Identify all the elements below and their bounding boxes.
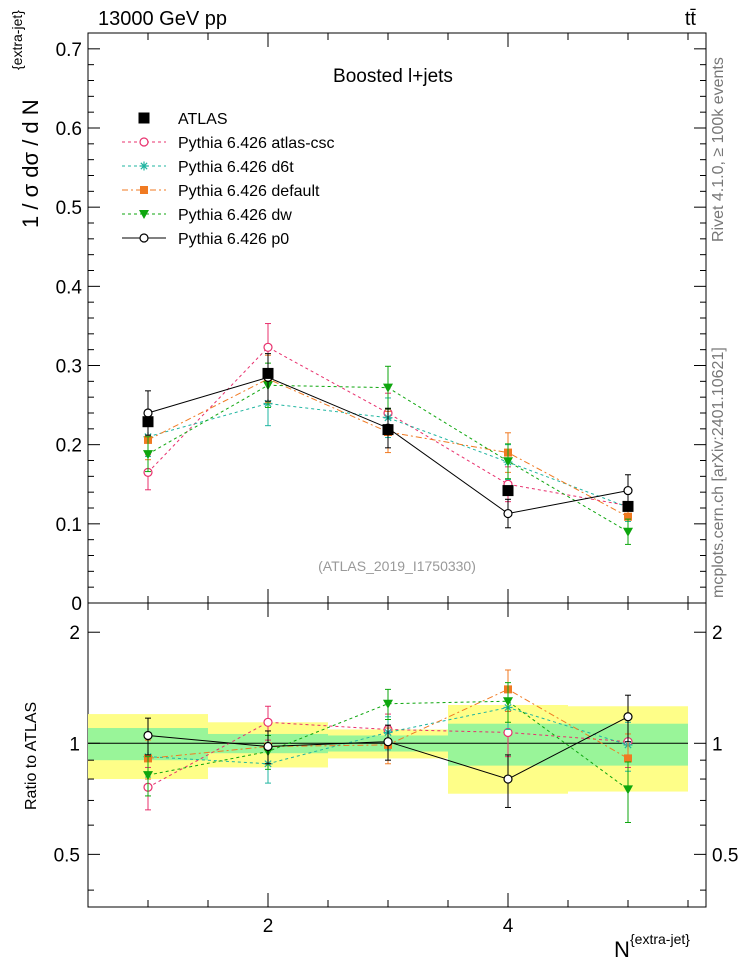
y-tick-label: 0.2: [56, 436, 82, 457]
ratio-line: [147, 700, 629, 790]
data-point: [143, 408, 153, 418]
x-tick-label: 2: [263, 916, 274, 937]
chart-watermark: (ATLAS_2019_I1750330): [318, 558, 476, 574]
series-atlas: [142, 367, 634, 512]
legend-entry-pythia-6-426-d6t: Pythia 6.426 d6t: [122, 159, 294, 176]
series-pythia-6-426-dw: [143, 362, 633, 545]
x-tick-label: 4: [503, 916, 514, 937]
header-energy: 13000 GeV pp: [98, 8, 227, 30]
ratio-point: [143, 771, 153, 781]
data-point: [503, 508, 513, 519]
y-tick-label: 0.5: [56, 198, 82, 219]
ratio-y-tick-label: 1: [69, 734, 80, 755]
ratio-point: [263, 741, 273, 752]
ratio-y-tick-label-right: 1: [712, 734, 723, 755]
series-line: [147, 378, 629, 518]
legend-label: Pythia 6.426 default: [178, 183, 320, 200]
data-point: [503, 457, 513, 467]
y-tick-label: 0.4: [56, 277, 83, 298]
y-axis-label: 1 / σ dσ / d N: [18, 99, 43, 228]
legend-entry-pythia-6-426-p0: Pythia 6.426 p0: [122, 231, 289, 248]
rivet-label: Rivet 4.1.0, ≥ 100k events: [710, 57, 727, 242]
data-point: [263, 342, 273, 352]
mcplots-label: mcplots.cern.ch [arXiv:2401.10621]: [710, 347, 727, 598]
ratio-point: [383, 737, 393, 747]
legend-label: ATLAS: [178, 111, 228, 128]
legend-label: Pythia 6.426 p0: [178, 231, 289, 248]
ratio-y-axis-label: Ratio to ATLAS: [23, 702, 40, 810]
data-point: [382, 424, 394, 436]
data-point: [383, 383, 393, 393]
data-point: [622, 500, 634, 512]
legend-entry-pythia-6-426-atlas-csc: Pythia 6.426 atlas-csc: [122, 135, 335, 152]
legend-entry-pythia-6-426-dw: Pythia 6.426 dw: [122, 207, 292, 224]
ratio-y-tick-label-right: 2: [712, 623, 723, 644]
ratio-line: [147, 721, 629, 788]
ratio-point: [143, 730, 153, 741]
data-point: [143, 450, 153, 460]
x-axis-label: N: [614, 937, 630, 962]
ratio-panel: 0.5 0.5 1 1 2 2 2 4 Ratio to ATLAS N {extra-jet}: [23, 602, 738, 962]
chart-title: Boosted l+jets: [333, 66, 453, 87]
data-point: [624, 512, 632, 521]
y-axis-label-sup: {extra-jet}: [9, 10, 25, 70]
legend: ATLAS Pythia 6.426 atlas-csc Pythia 6.426 …: [122, 111, 335, 248]
header-process: tt̄: [684, 8, 696, 30]
series-line: [147, 402, 629, 508]
ratio-point: [263, 717, 273, 727]
data-point: [142, 416, 154, 428]
legend-label: Pythia 6.426 d6t: [178, 159, 294, 176]
legend-marker: [138, 112, 150, 124]
legend-entry-atlas: ATLAS: [138, 111, 228, 128]
legend-marker: [139, 161, 149, 171]
ratio-line: [147, 707, 629, 765]
y-tick-label: 0.1: [56, 515, 82, 536]
legend-marker: [139, 210, 149, 219]
ratio-point: [503, 697, 513, 707]
legend-label: Pythia 6.426 atlas-csc: [178, 135, 335, 152]
ratio-y-tick-label: 0.5: [54, 845, 80, 866]
legend-entry-pythia-6-426-default: Pythia 6.426 default: [122, 183, 320, 200]
ratio-point: [623, 785, 633, 795]
legend-label: Pythia 6.426 dw: [178, 207, 292, 224]
x-axis-label-sup: {extra-jet}: [630, 931, 690, 947]
ratio-point: [624, 754, 632, 763]
ratio-y-tick-label: 2: [69, 623, 80, 644]
y-tick-label: 0.7: [56, 40, 82, 61]
data-point: [623, 485, 633, 496]
y-tick-label: 0.3: [56, 357, 82, 378]
ratio-y-tick-label-right: 0.5: [712, 845, 738, 866]
y-tick-label: 0.6: [56, 119, 82, 140]
main-panel: 0 0.1 0.2 0.3 0.4 0.5 0.6 0.7 1 / σ dσ / d N {ext…: [9, 10, 707, 907]
ratio-point: [503, 774, 513, 784]
data-point: [623, 527, 633, 537]
data-point: [502, 485, 514, 497]
legend-marker: [139, 233, 149, 243]
ratio-series-pythia-6-426-p0: [143, 694, 633, 808]
data-point: [262, 367, 274, 379]
y-tick-label: 0: [71, 594, 82, 615]
ratio-point: [383, 699, 393, 709]
legend-marker: [139, 137, 149, 147]
legend-marker: [140, 186, 148, 194]
ratio-point: [623, 712, 633, 722]
